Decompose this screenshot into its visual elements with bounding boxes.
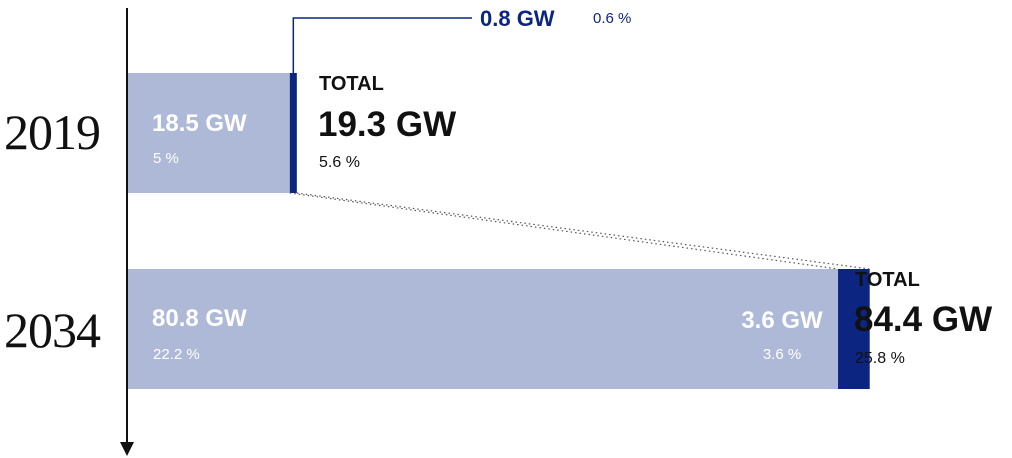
total-2019-percent: 5.6 % <box>319 154 360 171</box>
bar-2034-segment-1 <box>838 269 870 389</box>
bar-2034-dark-value: 3.6 GW <box>741 307 823 334</box>
bar-2034-light-percent: 22.2 % <box>153 346 200 363</box>
year-label-2019: 2019 <box>4 104 101 160</box>
total-2019-label: TOTAL <box>319 73 384 95</box>
bar-2034-segment-0 <box>127 269 839 389</box>
callout-leader-line <box>292 17 472 73</box>
total-2034-value: 84.4 GW <box>854 300 993 339</box>
callout-2019-dark-value: 0.8 GW <box>480 6 555 31</box>
bar-2019-light-percent: 5 % <box>153 150 179 167</box>
total-2034-label: TOTAL <box>855 269 920 291</box>
bar-2019-segment-0 <box>127 73 290 193</box>
bar-2019-segment-1 <box>289 73 297 193</box>
timeline-arrow-icon <box>120 442 134 456</box>
connector-line-left <box>289 192 839 270</box>
year-label-2034: 2034 <box>4 302 101 358</box>
total-2019-value: 19.3 GW <box>318 105 457 144</box>
bar-2034-light-value: 80.8 GW <box>152 305 247 332</box>
bar-2034-dark-percent: 3.6 % <box>762 346 802 363</box>
connector-line-right <box>296 192 870 270</box>
bar-2019-light-value: 18.5 GW <box>152 110 247 137</box>
callout-2019-dark-percent: 0.6 % <box>593 10 632 27</box>
total-2034-percent: 25.8 % <box>855 350 905 367</box>
